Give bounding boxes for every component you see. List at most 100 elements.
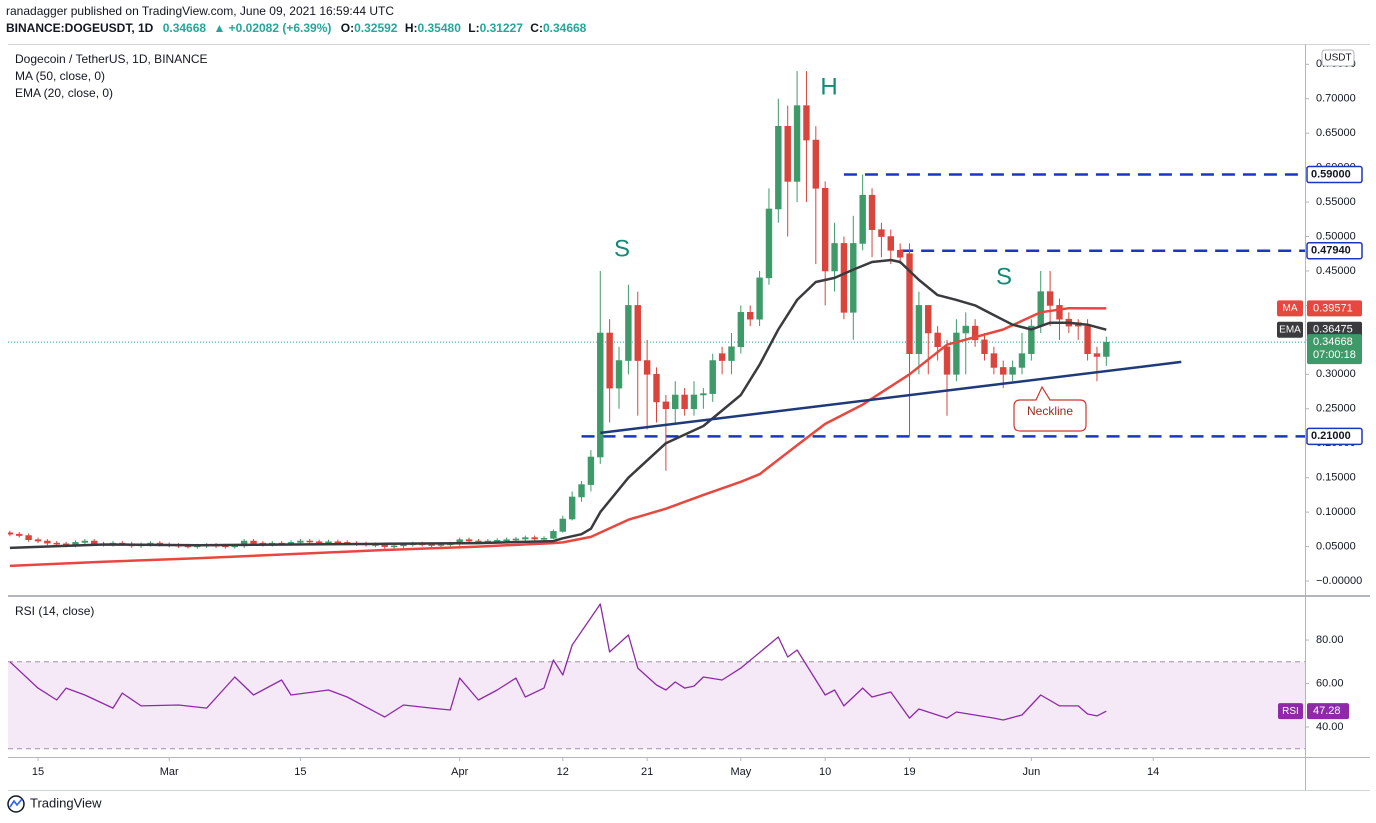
logo-mark [9,798,23,808]
y-tick-label: 0.10000 [1316,506,1356,518]
candle-body [1009,367,1016,375]
candle-body [709,360,716,394]
x-tick-label: 12 [557,766,569,778]
rsi-pane [8,661,1305,750]
candle-body [512,538,520,541]
symbol-line: BINANCE:DOGEUSDT, 1D 0.34668 ▲ +0.02082 … [6,21,587,35]
level-badge [1306,241,1363,260]
y-tick-label: 40.00 [1316,721,1344,733]
level-badge-text: 0.59000 [1311,168,1351,180]
indicator-tag-text: MA [1283,303,1298,314]
candle-body [934,332,941,348]
candle-body [990,353,998,368]
level-badge-text: 0.47940 [1311,245,1351,257]
candle-body [1000,367,1007,375]
rsi-tag-text: RSI [1282,706,1299,717]
candle-body [915,305,923,354]
ohlc-label: C: [530,21,543,35]
candle-body [906,253,913,354]
candle-body [522,537,529,540]
candle-body [700,393,707,396]
candle-body [775,125,782,210]
candle-body [1103,341,1110,357]
price-badge-value: 0.34668 [1313,336,1353,348]
chart-title: Dogecoin / TetherUS, 1D, BINANCE [15,52,208,66]
ohlc-value: 0.35480 [418,21,462,35]
candle-body [81,540,89,543]
byline: ranadagger published on TradingView.com,… [6,4,394,18]
candle-body [756,277,763,320]
candle-body [381,544,388,547]
x-tick-label: 19 [903,766,915,778]
y-tick-label: 0.05000 [1316,540,1356,552]
candle-body [531,537,538,540]
candle-body [690,394,698,410]
indicator-value: 0.39571 [1313,302,1353,314]
x-tick-label: 21 [641,766,653,778]
candle-body [747,312,754,320]
candle-body [803,105,810,141]
candle-body [568,496,576,520]
candle-body [625,305,632,361]
candle-body [53,542,60,545]
pattern-label: S [996,263,1012,290]
candle-body [868,194,876,230]
candle-body [1018,353,1026,368]
y-tick-label: 0.25000 [1316,403,1356,415]
candle-body [653,374,660,403]
price-badge [1307,334,1362,365]
candle-body [25,535,32,540]
candle-body [812,139,820,189]
candle-body [672,394,679,410]
y-tick-label: 0.70000 [1316,93,1356,105]
candle-body [878,229,885,237]
candle-body [606,332,613,389]
price-badge-countdown: 07:00:18 [1313,349,1356,361]
indicator-badge [1307,321,1362,338]
rsi-lines [9,603,1107,721]
ohlc-label: H: [405,21,418,35]
currency-label: USDT [1324,53,1351,64]
candle-body [1046,291,1054,306]
x-tick-label: 15 [32,766,44,778]
candle-body [493,540,501,542]
candle-body [793,105,801,182]
x-tick-label: Mar [160,766,179,778]
candle-body [887,236,894,251]
rsi-title: RSI (14, close) [15,604,94,618]
level-badge [1306,427,1363,446]
candle-body [765,208,773,279]
y-tick-label: 0.50000 [1316,230,1356,242]
candle-body [634,305,641,361]
candle-body [943,346,951,375]
indicator-tag [1277,300,1303,317]
indicator-tag [1277,321,1303,338]
legend-entry: EMA (20, close, 0) [15,86,113,100]
ohlc-value: 0.31227 [480,21,524,35]
candle-body [390,545,398,548]
y-tick-label: 0.55000 [1316,196,1356,208]
candle-body [437,544,445,546]
candle-body [615,360,623,389]
indicator-badge [1307,300,1362,317]
candle-body [859,194,866,244]
candle-body [840,243,848,313]
y-tick-label: 0.30000 [1316,368,1356,380]
y-tick-label: 80.00 [1316,634,1344,646]
candle-body [925,305,932,334]
x-tick-label: Apr [451,766,468,778]
indicator-value: 0.36475 [1313,324,1353,336]
callout-box [1013,385,1087,432]
x-tick-label: 10 [819,766,831,778]
candle-body [34,539,42,542]
candle-body [821,188,829,272]
candle-body [981,339,988,354]
candle-body [315,541,323,544]
candle-body [728,346,735,361]
candle-body [737,312,745,348]
level-badge-text: 0.21000 [1311,430,1351,442]
candle-body [44,540,51,544]
candle-body [297,540,304,543]
brand: TradingView [30,795,102,810]
